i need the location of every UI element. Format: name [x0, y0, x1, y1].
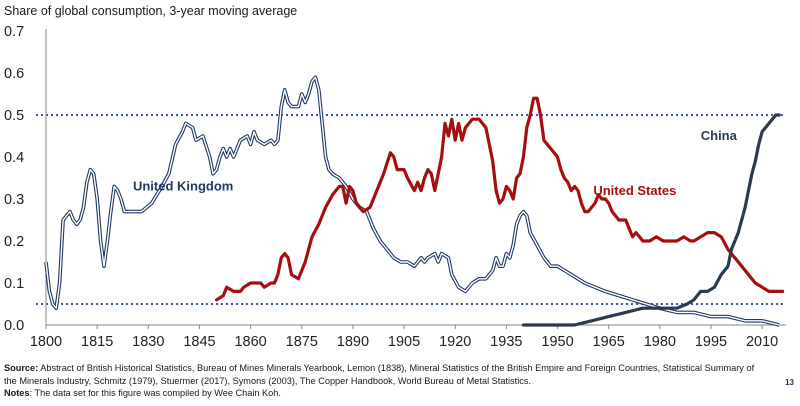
line-chart: 0.0 0.1 0.2 0.3 0.4 0.5 0.6 0.7 1800 1815 1830 1845… [4, 24, 786, 350]
x-tick-label: 1845 [183, 334, 215, 350]
x-tick-label: 1800 [30, 334, 62, 350]
x-tick-label: 1875 [286, 334, 318, 350]
source-text: Abstract of British Historical Statistic… [4, 363, 755, 386]
x-tick-label: 1920 [439, 334, 471, 350]
x-tick-label: 2010 [746, 334, 778, 350]
y-tick-label: 0.1 [4, 276, 24, 292]
y-tick-label: 0.0 [4, 318, 24, 334]
x-tick-label: 1995 [695, 334, 727, 350]
china-label: China [701, 128, 738, 143]
footnotes: Source: Abstract of British Historical S… [4, 362, 764, 400]
y-tick-label: 0.7 [4, 24, 24, 40]
x-tick-label: 1815 [81, 334, 113, 350]
united-states-label: United States [593, 183, 676, 198]
source-label: Source: [4, 363, 39, 373]
reference-lines [36, 114, 786, 305]
y-tick-label: 0.2 [4, 234, 24, 250]
page-number: 13 [785, 378, 794, 387]
y-tick-label: 0.6 [4, 66, 24, 82]
y-tick-label: 0.5 [4, 108, 24, 124]
x-tick-label: 1860 [234, 334, 266, 350]
source-note: Source: Abstract of British Historical S… [4, 362, 764, 387]
x-tick-label: 1965 [593, 334, 625, 350]
x-tick-label: 1935 [490, 334, 522, 350]
axes: 0.0 0.1 0.2 0.3 0.4 0.5 0.6 0.7 1800 1815 1830 1845… [4, 24, 786, 350]
china-line [521, 113, 781, 327]
x-tick-label: 1950 [541, 334, 573, 350]
x-tick-label: 1830 [132, 334, 164, 350]
series-labels: United Kingdom United States China [133, 128, 738, 198]
notes-note: Notes: The data set for this figure was … [4, 387, 764, 400]
united-kingdom-label: United Kingdom [133, 179, 233, 194]
x-tick-label: 1905 [388, 334, 420, 350]
x-tick-label: 1980 [644, 334, 676, 350]
notes-label: Notes [4, 388, 30, 398]
y-tick-label: 0.4 [4, 150, 24, 166]
chart-title: Share of global consumption, 3-year movi… [4, 4, 298, 18]
united-states-line [214, 96, 785, 302]
y-tick-label: 0.3 [4, 192, 24, 208]
notes-text: : The data set for this figure was compi… [29, 388, 281, 398]
x-tick-label: 1890 [337, 334, 369, 350]
series-lines [44, 75, 785, 327]
united-kingdom-line-inner [45, 76, 780, 326]
